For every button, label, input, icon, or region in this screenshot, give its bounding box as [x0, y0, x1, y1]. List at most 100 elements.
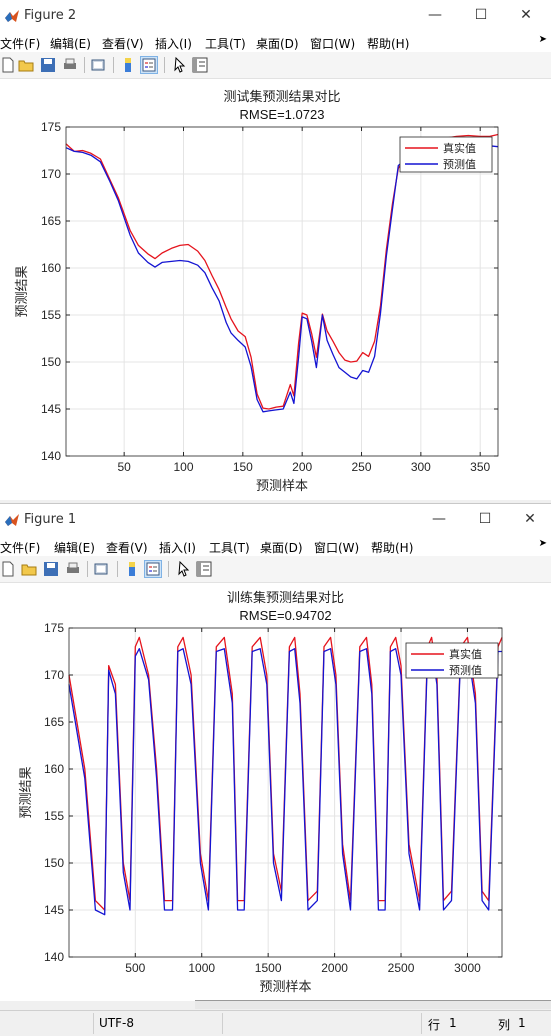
y-tick-label: 150 [41, 355, 61, 369]
menu-view[interactable]: 查看(V) [102, 37, 144, 51]
toolbar [0, 52, 551, 79]
close-icon[interactable]: ✕ [524, 511, 536, 527]
x-tick-label: 250 [352, 460, 372, 474]
minimize-icon[interactable]: — [432, 511, 446, 527]
x-tick-label: 100 [173, 460, 193, 474]
link-plot-icon[interactable] [93, 561, 109, 577]
row-label: 行 [428, 1018, 441, 1032]
property-inspector-icon[interactable] [192, 57, 208, 73]
colorbar-icon[interactable] [120, 57, 136, 73]
close-icon[interactable]: ✕ [520, 7, 532, 23]
encoding-indicator[interactable]: UTF-8 [99, 1016, 134, 1030]
menu-tools[interactable]: 工具(T) [205, 37, 246, 51]
chart-training-set: 500 1000 1500 2000 2500 3000 140 145 150 155 160 16… [18, 590, 503, 994]
legend-icon[interactable] [144, 560, 162, 578]
maximize-icon[interactable]: ☐ [474, 7, 488, 23]
y-tick-label: 150 [44, 856, 64, 870]
legend-label: 预测值 [449, 664, 482, 677]
chart-subtitle: RMSE=0.94702 [239, 608, 331, 623]
menu-help[interactable]: 帮助(H) [367, 37, 410, 51]
new-figure-icon[interactable] [0, 561, 16, 577]
dock-arrow-icon[interactable]: ➤ [538, 34, 547, 45]
y-tick-label: 175 [44, 621, 64, 635]
save-icon[interactable] [43, 561, 59, 577]
menu-bar: 文件(F) 编辑(E) 查看(V) 插入(I) 工具(T) 桌面(D) 窗口(W… [0, 536, 551, 556]
y-tick-label: 145 [41, 402, 61, 416]
open-file-icon[interactable] [18, 57, 34, 73]
y-tick-label: 165 [44, 715, 64, 729]
y-tick-label: 165 [41, 214, 61, 228]
print-icon[interactable] [65, 561, 81, 577]
x-axis-label: 预测样本 [256, 478, 308, 493]
pointer-icon[interactable] [176, 561, 192, 577]
x-tick-label: 1500 [255, 961, 282, 975]
dock-arrow-icon[interactable]: ➤ [538, 538, 547, 549]
menu-bar: 文件(F) 编辑(E) 查看(V) 插入(I) 工具(T) 桌面(D) 窗口(W… [0, 32, 551, 52]
pointer-icon[interactable] [172, 57, 188, 73]
background-window-edge [195, 1000, 551, 1009]
y-tick-label: 175 [41, 120, 61, 134]
toolbar-separator [87, 561, 88, 577]
open-file-icon[interactable] [21, 561, 37, 577]
legend-box [405, 642, 499, 679]
status-divider [421, 1013, 422, 1034]
legend-icon[interactable] [140, 56, 158, 74]
x-axis-label: 预测样本 [259, 979, 311, 994]
menu-insert[interactable]: 插入(I) [155, 37, 192, 51]
x-tick-label: 3000 [454, 961, 481, 975]
legend-box [399, 136, 493, 173]
menu-window[interactable]: 窗口(W) [310, 37, 356, 51]
minimize-icon[interactable]: — [428, 7, 442, 23]
column-value: 1 [518, 1016, 526, 1030]
axes-box [68, 627, 503, 958]
menu-insert[interactable]: 插入(I) [159, 541, 196, 555]
menu-tools[interactable]: 工具(T) [209, 541, 250, 555]
figure-1-window: Figure 1 — ☐ ✕ 文件(F) 编辑(E) 查看(V) 插入(I) 工… [0, 503, 551, 1009]
y-axis-label: 预测结果 [14, 265, 29, 317]
figure-canvas: 50 100 150 200 250 300 350 140 145 150 155 160 165 17… [0, 79, 551, 500]
toolbar-separator [84, 57, 85, 73]
print-icon[interactable] [62, 57, 78, 73]
status-divider [222, 1013, 223, 1034]
chart-test-set: 50 100 150 200 250 300 350 140 145 150 155 160 165 17… [14, 89, 499, 493]
menu-view[interactable]: 查看(V) [106, 541, 148, 555]
menu-desktop[interactable]: 桌面(D) [260, 541, 303, 555]
maximize-icon[interactable]: ☐ [478, 511, 492, 527]
toolbar-separator [117, 561, 118, 577]
menu-file[interactable]: 文件(F) [0, 541, 41, 555]
title-bar: Figure 1 — ☐ ✕ [0, 504, 551, 536]
menu-edit[interactable]: 编辑(E) [50, 37, 91, 51]
link-plot-icon[interactable] [90, 57, 106, 73]
y-tick-label: 155 [41, 308, 61, 322]
legend-label: 预测值 [443, 158, 476, 171]
property-inspector-icon[interactable] [196, 561, 212, 577]
column-label: 列 [498, 1018, 511, 1032]
menu-file[interactable]: 文件(F) [0, 37, 41, 51]
menu-desktop[interactable]: 桌面(D) [256, 37, 299, 51]
y-tick-label: 140 [41, 449, 61, 463]
status-divider [93, 1013, 94, 1034]
series-line-actual [65, 133, 499, 410]
figure-canvas: 500 1000 1500 2000 2500 3000 140 145 150 155 160 16… [0, 583, 551, 1001]
x-tick-label: 150 [233, 460, 253, 474]
legend-label: 真实值 [449, 647, 482, 661]
matlab-logo-icon [5, 10, 19, 22]
menu-window[interactable]: 窗口(W) [314, 541, 360, 555]
new-figure-icon[interactable] [0, 57, 16, 73]
y-tick-label: 160 [44, 762, 64, 776]
series-line-actual [68, 636, 503, 911]
x-tick-label: 300 [411, 460, 431, 474]
menu-help[interactable]: 帮助(H) [371, 541, 414, 555]
x-tick-label: 2000 [321, 961, 348, 975]
series-line-predicted [65, 143, 499, 413]
chart-title: 训练集预测结果对比 [227, 590, 344, 605]
menu-edit[interactable]: 编辑(E) [54, 541, 95, 555]
save-icon[interactable] [40, 57, 56, 73]
legend-label: 真实值 [443, 141, 476, 155]
y-tick-label: 145 [44, 903, 64, 917]
toolbar [0, 556, 551, 583]
row-value: 1 [449, 1016, 457, 1030]
y-tick-label: 170 [44, 668, 64, 682]
colorbar-icon[interactable] [124, 561, 140, 577]
window-title: Figure 2 [24, 8, 77, 23]
